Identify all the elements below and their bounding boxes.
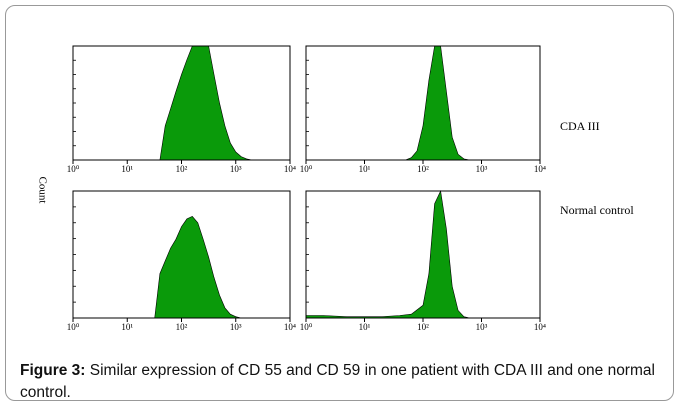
x-tick-label: 10³ xyxy=(476,322,488,332)
histogram-area xyxy=(405,45,470,161)
x-tick-label: 10³ xyxy=(230,322,242,332)
x-tick-label: 10⁰ xyxy=(300,164,313,174)
x-tick-label: 10² xyxy=(417,322,429,332)
x-tick-label: 10² xyxy=(176,322,188,332)
figure-frame xyxy=(5,5,674,401)
y-axis-label: Count xyxy=(36,177,48,204)
histogram-area xyxy=(154,216,242,319)
x-tick-label: 10² xyxy=(176,164,188,174)
histogram-area xyxy=(305,189,470,319)
plot-frame xyxy=(305,190,541,319)
x-tick-label: 10⁴ xyxy=(534,322,546,332)
x-tick-label: 10¹ xyxy=(121,164,133,174)
x-tick-label: 10⁰ xyxy=(67,322,80,332)
x-tick-label: 10⁴ xyxy=(284,164,296,174)
x-tick-label: 10² xyxy=(417,164,429,174)
x-tick-label: 10⁴ xyxy=(284,322,296,332)
x-tick-label: 10⁴ xyxy=(534,164,546,174)
caption: Figure 3: Similar expression of CD 55 an… xyxy=(20,360,670,404)
x-tick-label: 10¹ xyxy=(359,164,371,174)
x-tick-label: 10¹ xyxy=(121,322,133,332)
x-tick-label: 10⁰ xyxy=(67,164,80,174)
caption-label: Figure 3: xyxy=(20,362,86,379)
histogram-area xyxy=(159,45,253,161)
row-label: CDA III xyxy=(560,119,600,133)
x-tick-label: 10⁰ xyxy=(300,322,313,332)
x-tick-label: 10³ xyxy=(476,164,488,174)
x-tick-label: 10³ xyxy=(230,164,242,174)
x-tick-label: 10¹ xyxy=(359,322,371,332)
caption-text: Similar expression of CD 55 and CD 59 in… xyxy=(20,362,655,401)
row-label: Normal control xyxy=(560,203,634,217)
